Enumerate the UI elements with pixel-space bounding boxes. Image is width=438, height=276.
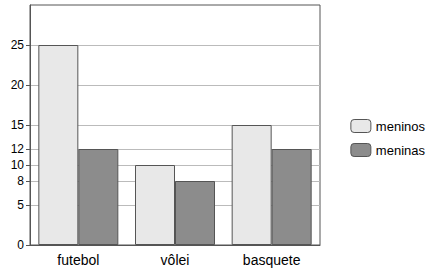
svg-text:12: 12 <box>11 142 25 156</box>
svg-text:basquete: basquete <box>243 252 301 268</box>
svg-text:meninas: meninas <box>376 143 426 158</box>
svg-text:meninos: meninos <box>376 119 426 134</box>
svg-text:10: 10 <box>11 158 25 172</box>
svg-text:vôlei: vôlei <box>161 252 190 268</box>
svg-text:25: 25 <box>11 38 25 52</box>
svg-text:15: 15 <box>11 118 25 132</box>
svg-text:8: 8 <box>17 174 24 188</box>
svg-text:20: 20 <box>11 78 25 92</box>
svg-text:futebol: futebol <box>57 252 99 268</box>
svg-text:0: 0 <box>17 238 24 252</box>
svg-text:5: 5 <box>17 198 24 212</box>
